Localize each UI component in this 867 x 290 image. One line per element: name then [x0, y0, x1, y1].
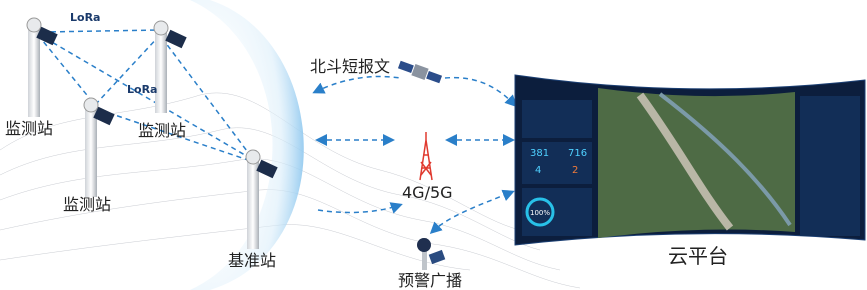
pole [155, 28, 167, 113]
station-label: 监测站 [5, 119, 53, 138]
antenna [246, 150, 260, 164]
station-label: 监测站 [63, 195, 111, 214]
globe-edge [190, 0, 304, 290]
link [45, 38, 250, 158]
antenna [84, 98, 98, 112]
tower [420, 132, 432, 180]
pole [85, 105, 97, 197]
diagram: 100% 381 716 4 2 LoRa LoRa 监测站 监测站 监测站 基… [0, 0, 867, 290]
cellular-label: 4G/5G [402, 183, 453, 202]
stat: 4 [535, 165, 541, 176]
stat: 381 [530, 148, 549, 159]
link [38, 35, 95, 105]
lora-label: LoRa [70, 11, 100, 24]
warning-label: 预警广播 [398, 271, 462, 290]
pole [28, 25, 40, 117]
base-label: 基准站 [228, 251, 276, 270]
platform-label: 云平台 [668, 244, 728, 268]
stat: 2 [572, 165, 578, 176]
screen [515, 75, 865, 245]
beidou-label: 北斗短报文 [310, 57, 390, 76]
station-label: 监测站 [138, 121, 186, 140]
stat: 716 [568, 148, 587, 159]
link [42, 30, 160, 32]
warning-speaker [417, 238, 445, 270]
satellite [397, 59, 442, 85]
antenna [154, 21, 168, 35]
link [445, 78, 515, 105]
antenna [27, 18, 41, 32]
link [315, 76, 400, 92]
lora-label: LoRa [127, 83, 157, 96]
gauge-value: 100% [530, 209, 550, 217]
